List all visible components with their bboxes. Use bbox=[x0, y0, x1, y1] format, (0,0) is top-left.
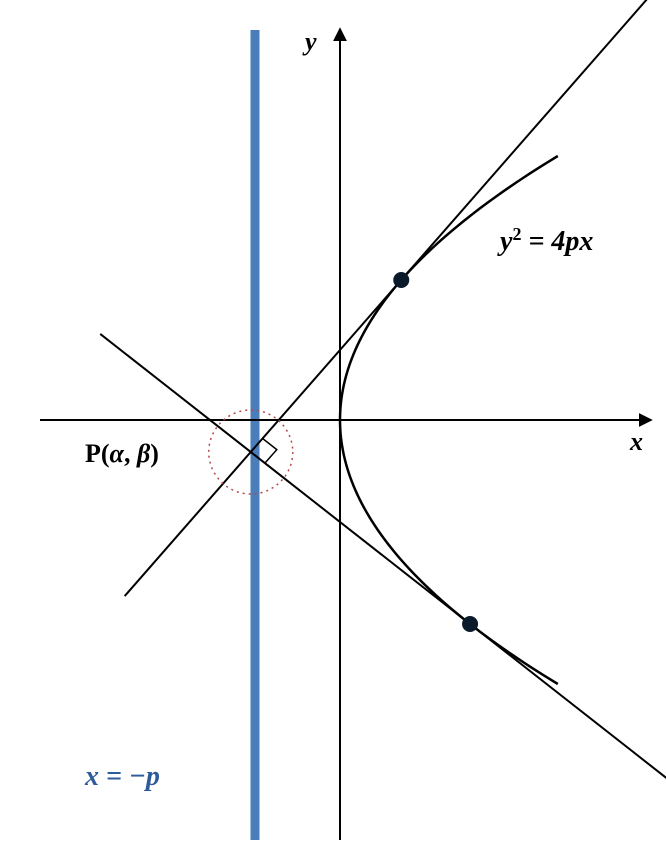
y-axis-label: y bbox=[302, 27, 317, 56]
tangent-line-2 bbox=[100, 334, 666, 822]
tangent-line-1 bbox=[125, 0, 652, 596]
tangency-point-1 bbox=[393, 272, 409, 288]
tangency-point-2 bbox=[462, 616, 478, 632]
x-axis-label: x bbox=[629, 427, 643, 456]
parabola-equation-label: y2 = 4px bbox=[497, 224, 593, 257]
parabola-tangent-diagram: x y P(α, β) y2 = 4px x = −p bbox=[0, 0, 666, 862]
directrix-label: x = −p bbox=[84, 761, 160, 792]
point-P-label: P(α, β) bbox=[85, 439, 159, 468]
right-angle-marker bbox=[263, 439, 277, 464]
